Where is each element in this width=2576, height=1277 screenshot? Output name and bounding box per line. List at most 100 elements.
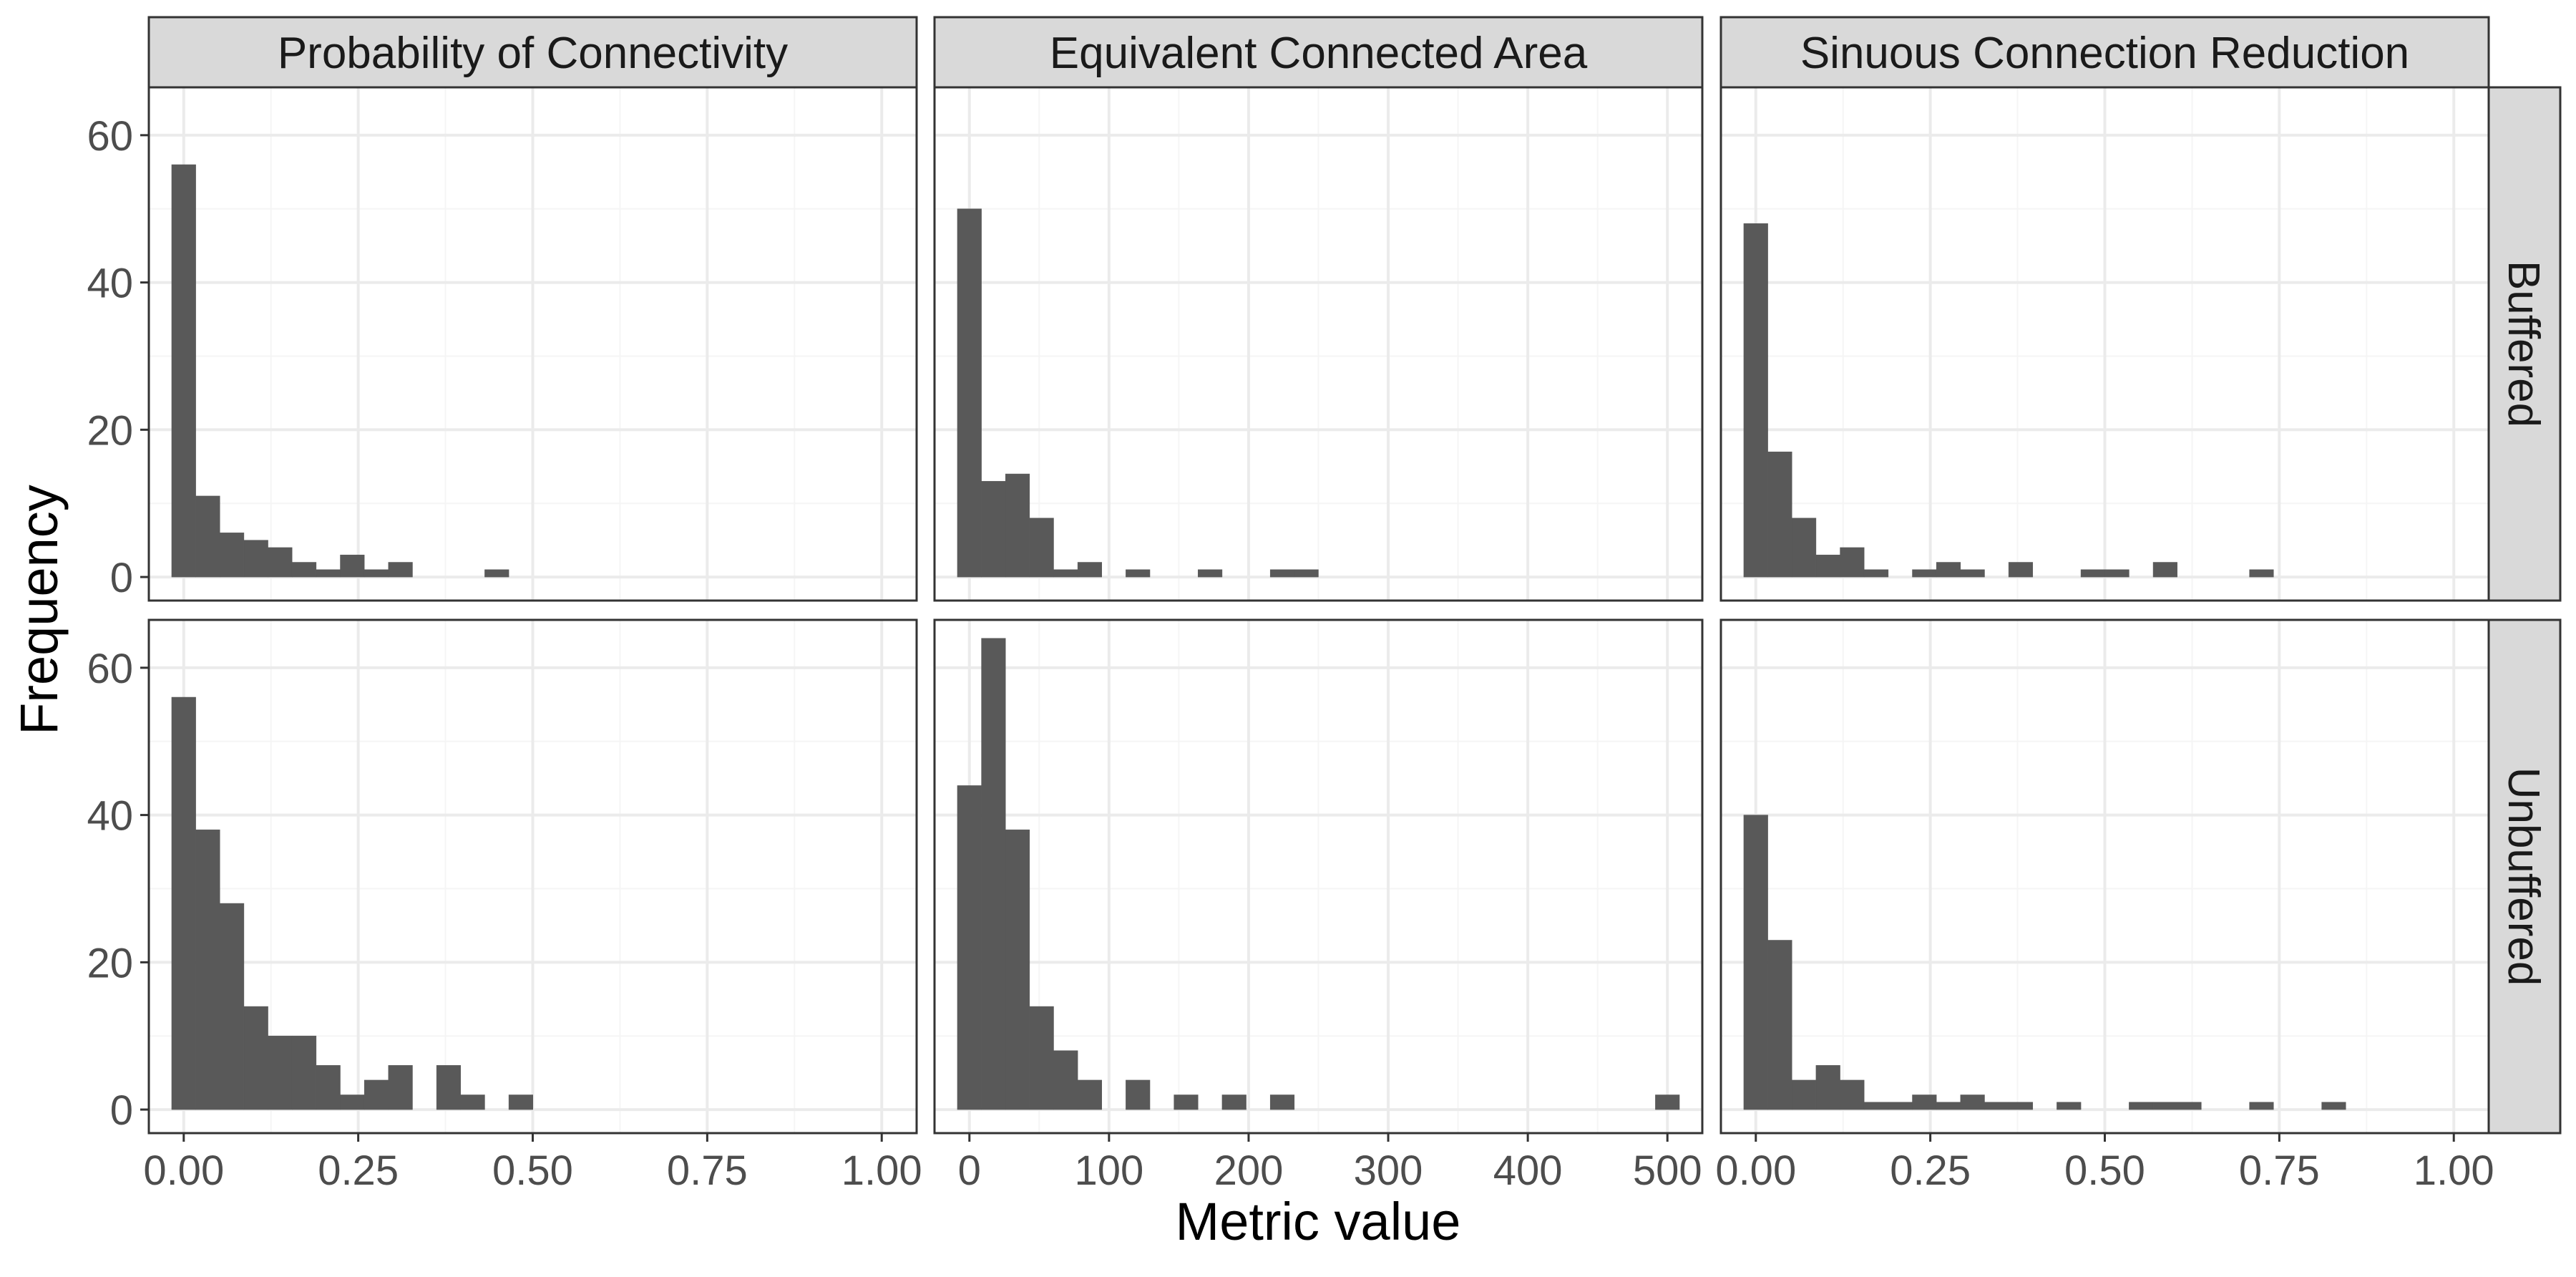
histogram-bar xyxy=(291,562,317,578)
histogram-bar xyxy=(220,903,245,1110)
histogram-bar xyxy=(1077,562,1103,578)
histogram-bar xyxy=(508,1094,533,1110)
histogram-bar xyxy=(388,562,413,578)
histogram-bar xyxy=(1269,569,1295,578)
histogram-bar xyxy=(2057,1102,2082,1110)
x-tick-label: 0.75 xyxy=(667,1147,748,1194)
histogram-bar xyxy=(981,638,1006,1110)
histogram-bar xyxy=(220,533,245,578)
histogram-bar xyxy=(1053,569,1078,578)
histogram-bar xyxy=(1815,554,1840,578)
histogram-bar xyxy=(2104,569,2129,578)
strips-layer: Probability of Connectivity Equivalent Co… xyxy=(147,16,2562,1135)
histogram-bar xyxy=(1840,1079,1865,1110)
x-tick-label: 0.75 xyxy=(2239,1147,2320,1194)
histogram-bar xyxy=(1269,1094,1295,1110)
histogram-bar xyxy=(1743,223,1768,578)
y-tick-label: 60 xyxy=(87,113,133,160)
x-tick-label: 1.00 xyxy=(2414,1147,2494,1194)
histogram-bar xyxy=(268,1035,293,1110)
histogram-bar xyxy=(1029,518,1054,578)
histogram-bar xyxy=(957,208,982,578)
histogram-bar xyxy=(2321,1102,2346,1110)
y-tick-label: 20 xyxy=(87,407,133,454)
bars-layer xyxy=(171,164,2346,1110)
x-tick-label: 0 xyxy=(958,1147,981,1194)
histogram-bar xyxy=(2129,1102,2154,1110)
y-tick-label: 0 xyxy=(110,1087,133,1134)
histogram-bar xyxy=(484,569,509,578)
panel-bars-probability-of-connectivity-unbuffered xyxy=(171,696,533,1110)
column-strip-label: Probability of Connectivity xyxy=(278,29,788,78)
panel-bars-equivalent-connected-area-buffered xyxy=(957,208,1319,578)
histogram-bar xyxy=(2152,1102,2177,1110)
x-tick-label: 1.00 xyxy=(841,1147,922,1194)
histogram-bar xyxy=(1936,562,1961,578)
column-strip-sinuous-connection-reduction xyxy=(1719,16,2490,89)
histogram-bar xyxy=(1840,547,1865,578)
x-tick-label: 0.50 xyxy=(2064,1147,2145,1194)
panel-bars-sinuous-connection-reduction-unbuffered xyxy=(1743,815,2346,1110)
x-tick-label: 500 xyxy=(1633,1147,1702,1194)
panel-bars-equivalent-connected-area-unbuffered xyxy=(957,638,1680,1110)
histogram-bar xyxy=(1077,1079,1103,1110)
y-tick-label: 40 xyxy=(87,261,133,307)
x-tick-label: 0.25 xyxy=(318,1147,399,1194)
histogram-bar xyxy=(1198,569,1223,578)
histogram-bar xyxy=(1767,940,1792,1110)
histogram-bar xyxy=(364,569,389,578)
histogram-bar xyxy=(1221,1094,1246,1110)
y-tick-label: 60 xyxy=(87,646,133,692)
panel-frame xyxy=(933,618,1704,1135)
row-strip-label: Buffered xyxy=(2499,261,2548,427)
y-tick-label: 20 xyxy=(87,940,133,986)
histogram-bar xyxy=(1888,1102,1913,1110)
x-tick-label: 300 xyxy=(1354,1147,1423,1194)
row-strip-label: Unbuffered xyxy=(2499,767,2548,986)
histogram-bar xyxy=(1863,1102,1889,1110)
histogram-bar xyxy=(2152,562,2177,578)
histogram-bar xyxy=(957,785,982,1110)
x-tick-label: 0.50 xyxy=(492,1147,573,1194)
histogram-bar xyxy=(388,1065,413,1110)
histogram-bar xyxy=(2008,1102,2034,1110)
histogram-bar xyxy=(2008,562,2034,578)
y-axis-title: Frequency xyxy=(9,485,69,735)
histogram-bar xyxy=(316,569,341,578)
histogram-bar xyxy=(1005,473,1030,578)
histogram-bar xyxy=(1174,1094,1199,1110)
histogram-bar xyxy=(460,1094,485,1110)
histogram-bar xyxy=(1815,1065,1840,1110)
histogram-bar xyxy=(1792,1079,1817,1110)
histogram-bar xyxy=(243,540,268,578)
x-tick-label: 200 xyxy=(1214,1147,1284,1194)
histogram-bar xyxy=(1984,1102,2009,1110)
histogram-bar xyxy=(1767,451,1792,578)
panel-bars-sinuous-connection-reduction-buffered xyxy=(1743,223,2274,578)
x-tick-label: 100 xyxy=(1074,1147,1143,1194)
row-strip-unbuffered xyxy=(2487,618,2562,1135)
histogram-bar xyxy=(981,481,1006,578)
histogram-bar xyxy=(291,1035,317,1110)
histogram-bar xyxy=(171,696,196,1110)
histogram-bar xyxy=(316,1065,341,1110)
histogram-bar xyxy=(364,1079,389,1110)
histogram-bar xyxy=(1005,829,1030,1110)
histogram-bar xyxy=(195,829,220,1110)
histogram-bar xyxy=(2249,1102,2274,1110)
histogram-bar xyxy=(243,1006,268,1110)
histogram-bar xyxy=(2177,1102,2202,1110)
histogram-bar xyxy=(1936,1102,1961,1110)
column-strip-label: Sinuous Connection Reduction xyxy=(1800,29,2409,78)
x-tick-label: 0.00 xyxy=(143,1147,224,1194)
column-strip-label: Equivalent Connected Area xyxy=(1050,29,1588,78)
x-tick-label: 400 xyxy=(1493,1147,1563,1194)
histogram-bar xyxy=(1960,1094,1985,1110)
x-tick-label: 0.00 xyxy=(1715,1147,1796,1194)
y-tick-label: 40 xyxy=(87,793,133,840)
histogram-bar xyxy=(1126,1079,1151,1110)
histogram-bar xyxy=(340,1094,365,1110)
histogram-bar xyxy=(340,554,365,578)
